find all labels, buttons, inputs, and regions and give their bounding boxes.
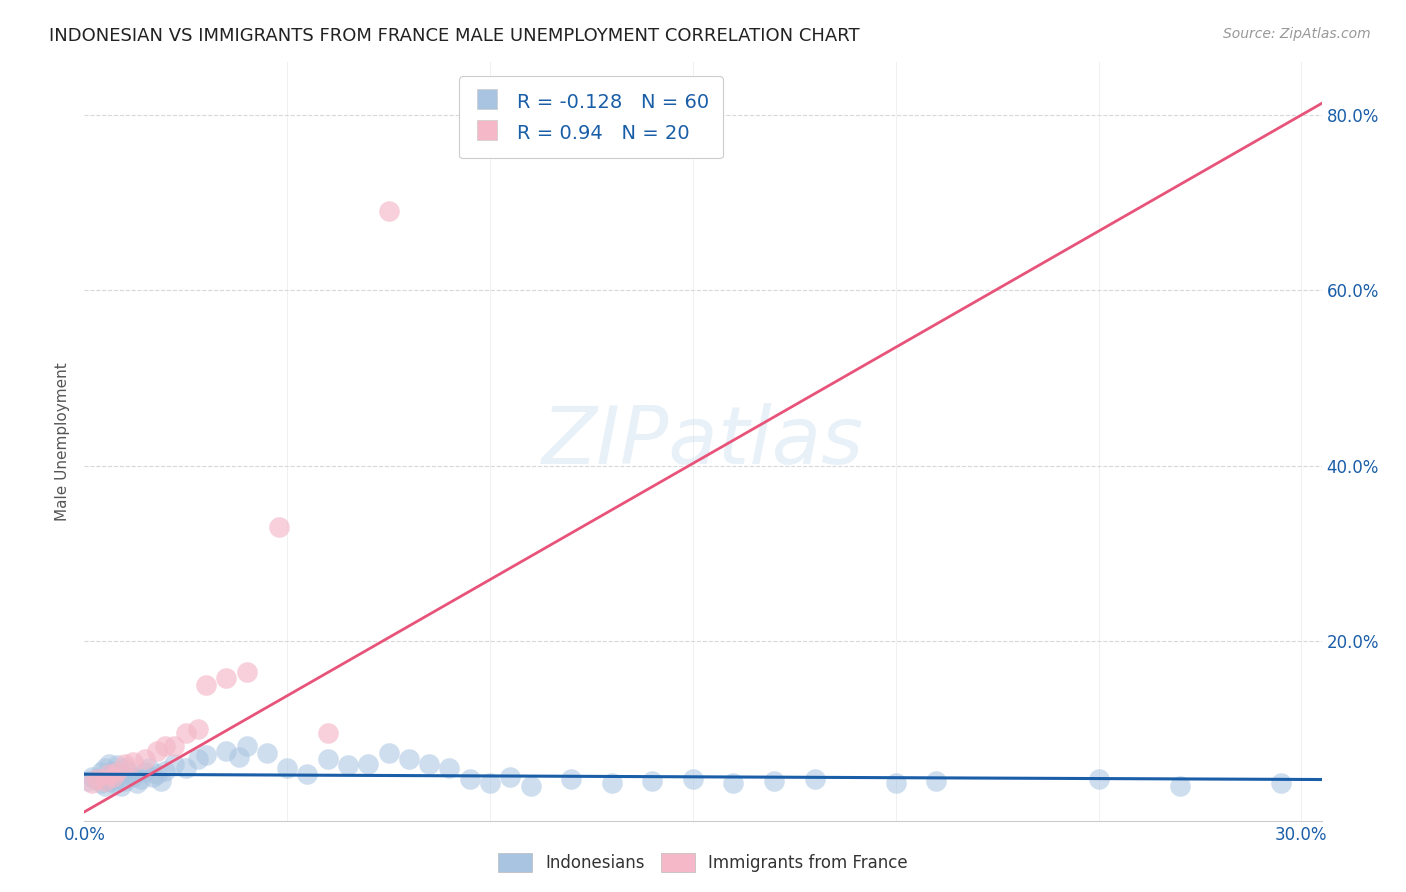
Point [418,756,440,771]
Point [101,770,124,784]
Point [82,776,104,790]
Point [215,743,238,757]
Point [105,772,128,787]
Point [884,776,907,790]
Y-axis label: Male Unemployment: Male Unemployment [55,362,70,521]
Point [398,752,420,766]
Point [101,764,124,778]
Point [162,756,184,771]
Point [138,761,160,775]
Point [122,755,145,769]
Point [77,774,100,789]
Point [105,765,128,780]
Point [97,767,120,781]
Point [641,774,664,789]
Point [97,774,120,789]
Point [127,776,149,790]
Point [187,722,209,736]
Point [150,774,173,789]
Point [134,765,156,780]
Point [723,776,745,790]
Point [1270,776,1292,790]
Point [174,726,197,740]
Point [357,756,380,771]
Point [93,761,115,775]
Point [114,756,136,771]
Point [142,770,165,784]
Point [118,765,141,780]
Point [155,739,177,753]
Point [458,772,481,787]
Point [122,770,145,784]
Point [276,761,298,775]
Text: Source: ZipAtlas.com: Source: ZipAtlas.com [1223,27,1371,41]
Point [439,761,461,775]
Point [114,774,136,789]
Point [316,752,339,766]
Point [114,761,136,775]
Point [86,772,108,787]
Point [129,772,152,787]
Point [187,752,209,766]
Point [762,774,785,789]
Point [215,671,238,685]
Point [86,772,108,787]
Point [146,767,169,781]
Point [337,758,360,772]
Point [82,770,104,784]
Point [110,779,132,793]
Point [155,764,177,778]
Point [90,776,112,790]
Point [134,752,156,766]
Point [377,746,399,760]
Text: INDONESIAN VS IMMIGRANTS FROM FRANCE MALE UNEMPLOYMENT CORRELATION CHART: INDONESIAN VS IMMIGRANTS FROM FRANCE MAL… [49,27,860,45]
Point [1168,779,1191,793]
Point [316,726,339,740]
Point [600,776,623,790]
Point [479,776,502,790]
Point [267,520,290,534]
Point [803,772,825,787]
Point [90,765,112,780]
Point [256,746,278,760]
Point [195,747,218,762]
Point [97,756,120,771]
Text: ZIPatlas: ZIPatlas [541,402,865,481]
Point [682,772,704,787]
Point [174,761,197,775]
Point [162,739,184,753]
Point [110,767,132,781]
Point [228,749,250,764]
Point [146,743,169,757]
Point [93,774,115,789]
Point [297,767,319,781]
Point [101,776,124,790]
Point [195,678,218,692]
Point [377,204,399,219]
Point [105,758,128,772]
Point [1087,772,1109,787]
Point [235,665,257,679]
Point [519,779,541,793]
Point [560,772,582,787]
Point [499,770,522,784]
Legend: Indonesians, Immigrants from France: Indonesians, Immigrants from France [491,845,915,880]
Point [235,739,257,753]
Point [93,779,115,793]
Point [925,774,948,789]
